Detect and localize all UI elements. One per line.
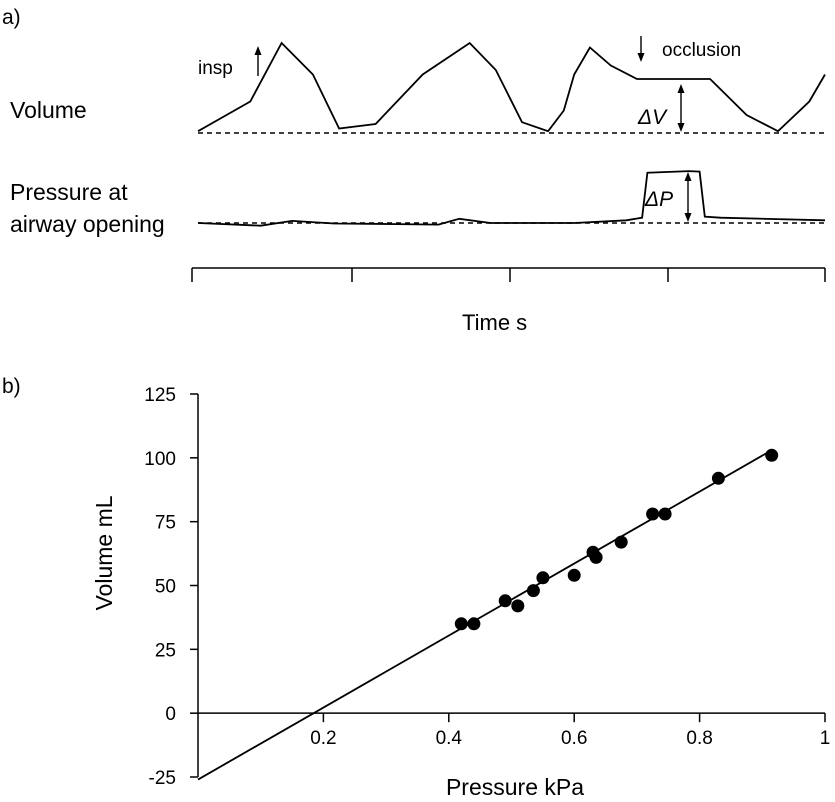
delta-v-label: ΔV [637, 106, 668, 129]
scatter-point [454, 617, 468, 631]
occlusion-label: occlusion [662, 40, 741, 61]
pressure-label-line1: Pressure at [10, 179, 128, 205]
delta-v-arrow-head-top [677, 84, 685, 93]
delta-p-label: ΔP [644, 188, 673, 211]
scatter-point [526, 584, 540, 598]
occlusion-arrow-head [637, 53, 645, 62]
x-ticks: 0.2 0.4 0.6 0.8 1 [310, 713, 830, 749]
y-tick-label: 75 [155, 513, 176, 534]
y-tick-label: 0 [165, 704, 176, 725]
x-tick-label: 1 [820, 728, 831, 749]
scatter-point [536, 571, 550, 585]
delta-p-arrow-head-top [684, 172, 692, 181]
y-tick-label: 25 [155, 640, 176, 661]
annotation-arrows [254, 36, 692, 222]
time-axis [191, 267, 826, 282]
panel-a-label: a) [2, 6, 21, 29]
x-tick-label: 0.4 [436, 728, 463, 749]
scatter-point [614, 535, 628, 549]
scatter-point [658, 507, 672, 521]
scatter-point [498, 594, 512, 608]
scatter-axes [197, 394, 825, 777]
fit-line [197, 449, 773, 781]
scatter-point [765, 448, 779, 462]
delta-p-arrow-head-bottom [684, 213, 692, 222]
panel-b-label: b) [2, 375, 21, 398]
pressure-label-line2: airway opening [10, 211, 165, 237]
scatter-point [589, 550, 603, 564]
delta-v-arrow-head-bottom [677, 123, 685, 132]
y-tick-label: -25 [149, 768, 176, 789]
x-tick-label: 0.8 [686, 728, 712, 749]
scatter-points [454, 448, 779, 631]
scatter-point [567, 568, 581, 582]
y-ticks: -25 0 25 50 75 100 125 [144, 385, 198, 789]
x-tick-label: 0.6 [561, 728, 587, 749]
scatter-point [646, 507, 660, 521]
scatter-point [511, 599, 525, 613]
pressure-trace [197, 170, 826, 227]
y-tick-label: 125 [144, 385, 176, 406]
scatter-point [711, 471, 725, 485]
volume-label: Volume [10, 97, 87, 123]
y-tick-label: 50 [155, 577, 176, 598]
time-axis-label: Time s [462, 310, 527, 335]
volume-trace [197, 41, 826, 133]
x-axis-label: Pressure kPa [446, 774, 584, 800]
y-tick-label: 100 [144, 449, 176, 470]
insp-label: insp [198, 58, 233, 79]
x-tick-label: 0.2 [310, 728, 336, 749]
insp-arrow-head [254, 46, 262, 55]
scatter-point [467, 617, 481, 631]
y-axis-label: Volume mL [91, 495, 117, 610]
